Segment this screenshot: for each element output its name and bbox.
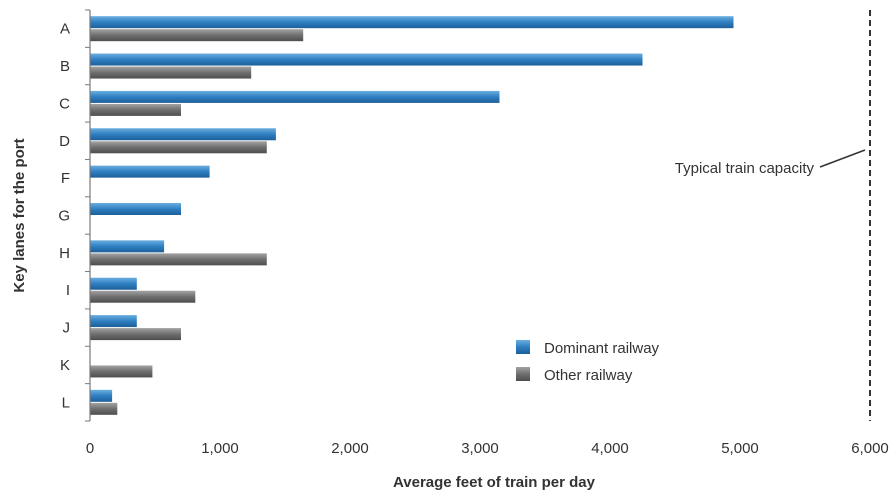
x-tick-label: 4,000 [591,440,629,457]
bar-dominant-g [90,203,181,215]
x-axis-title: Average feet of train per day [393,474,596,491]
category-label-a: A [60,21,70,38]
category-label-l: L [62,394,70,411]
bar-other-j [90,328,181,341]
capacity-leader-line [819,149,866,168]
bar-other-b [90,66,252,79]
category-label-b: B [60,58,70,75]
bar-dominant-h [90,240,165,253]
category-label-f: F [61,170,70,187]
category-label-h: H [59,245,70,262]
legend: Dominant railway Other railway [516,340,660,384]
category-label-i: I [66,282,70,299]
category-label-d: D [59,133,70,150]
category-label-j: J [63,320,71,337]
bar-other-i [90,290,196,303]
bar-other-l [90,402,118,415]
bar-other-h [90,253,267,266]
bars-group [90,16,734,415]
x-tick-label: 2,000 [331,440,369,457]
category-label-c: C [59,95,70,112]
capacity-annotation-label: Typical train capacity [675,160,815,177]
legend-label-other: Other railway [544,367,633,384]
legend-swatch-dominant [516,340,530,354]
axes-group [85,9,91,422]
bar-dominant-d [90,128,276,141]
y-axis-title: Key lanes for the port [11,138,28,292]
x-tick-label: 3,000 [461,440,499,457]
annotation-group: Typical train capacity [675,10,871,421]
bar-dominant-j [90,315,137,328]
x-tick-label: 1,000 [201,440,239,457]
bar-other-k [90,365,153,378]
x-tick-label: 6,000 [851,440,889,457]
bar-other-d [90,141,267,154]
bar-dominant-c [90,90,500,103]
bar-other-c [90,103,181,116]
legend-label-dominant: Dominant railway [544,340,660,357]
bar-dominant-a [90,16,734,29]
x-tick-label: 5,000 [721,440,759,457]
bar-dominant-b [90,53,643,66]
bar-dominant-l [90,389,113,402]
bar-dominant-f [90,165,210,178]
x-tick-label: 0 [86,440,94,457]
bar-other-a [90,29,304,42]
category-label-k: K [60,357,70,374]
legend-swatch-other [516,367,530,381]
labels-group: A B C D F G H I J K L 0 1,000 2,000 3,000 4,000 5,000 6,0… [11,21,889,491]
bar-dominant-i [90,277,137,290]
category-label-g: G [58,208,70,225]
